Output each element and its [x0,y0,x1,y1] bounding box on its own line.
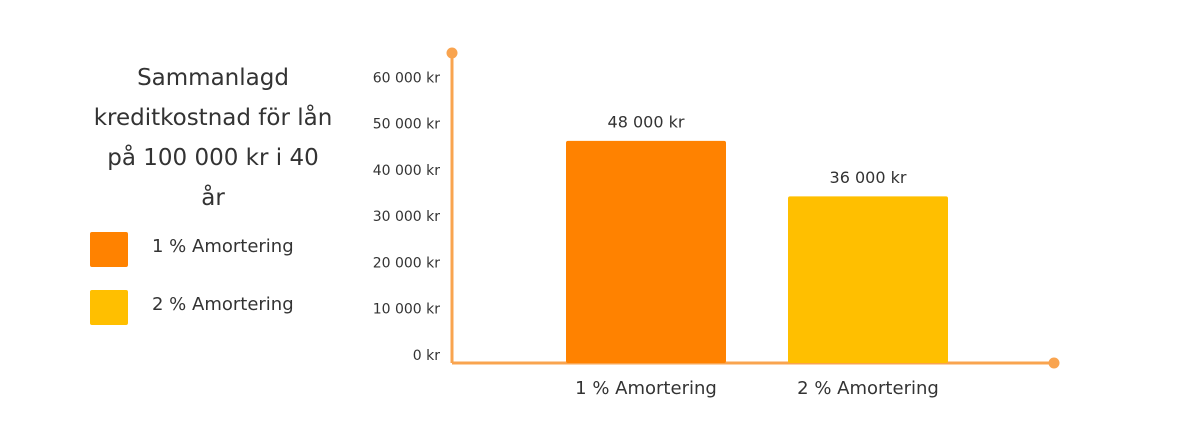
y-tick-label: 10 000 kr [373,302,441,318]
y-tick-label: 60 000 kr [373,70,441,86]
value-label: 48 000 kr [608,112,685,131]
bar [788,196,948,363]
value-label: 36 000 kr [830,168,907,187]
y-tick-label: 50 000 kr [373,117,441,133]
axis-end [446,47,458,59]
x-tick-label: 2 % Amortering [797,378,939,399]
x-tick-label: 1 % Amortering [575,378,717,399]
legend-label: 1 % Amortering [152,236,294,257]
bar [566,140,726,363]
axis-end [1048,357,1060,369]
chart-title: Sammanlagd kreditkostnad för lån på 100 … [93,65,333,211]
y-tick-label: 0 kr [413,348,440,364]
legend-swatch [90,290,128,325]
y-tick-label: 30 000 kr [373,209,441,225]
legend-label: 2 % Amortering [152,294,294,315]
y-tick-label: 40 000 kr [373,163,441,179]
y-tick-label: 20 000 kr [373,255,441,271]
legend-swatch [90,232,128,267]
